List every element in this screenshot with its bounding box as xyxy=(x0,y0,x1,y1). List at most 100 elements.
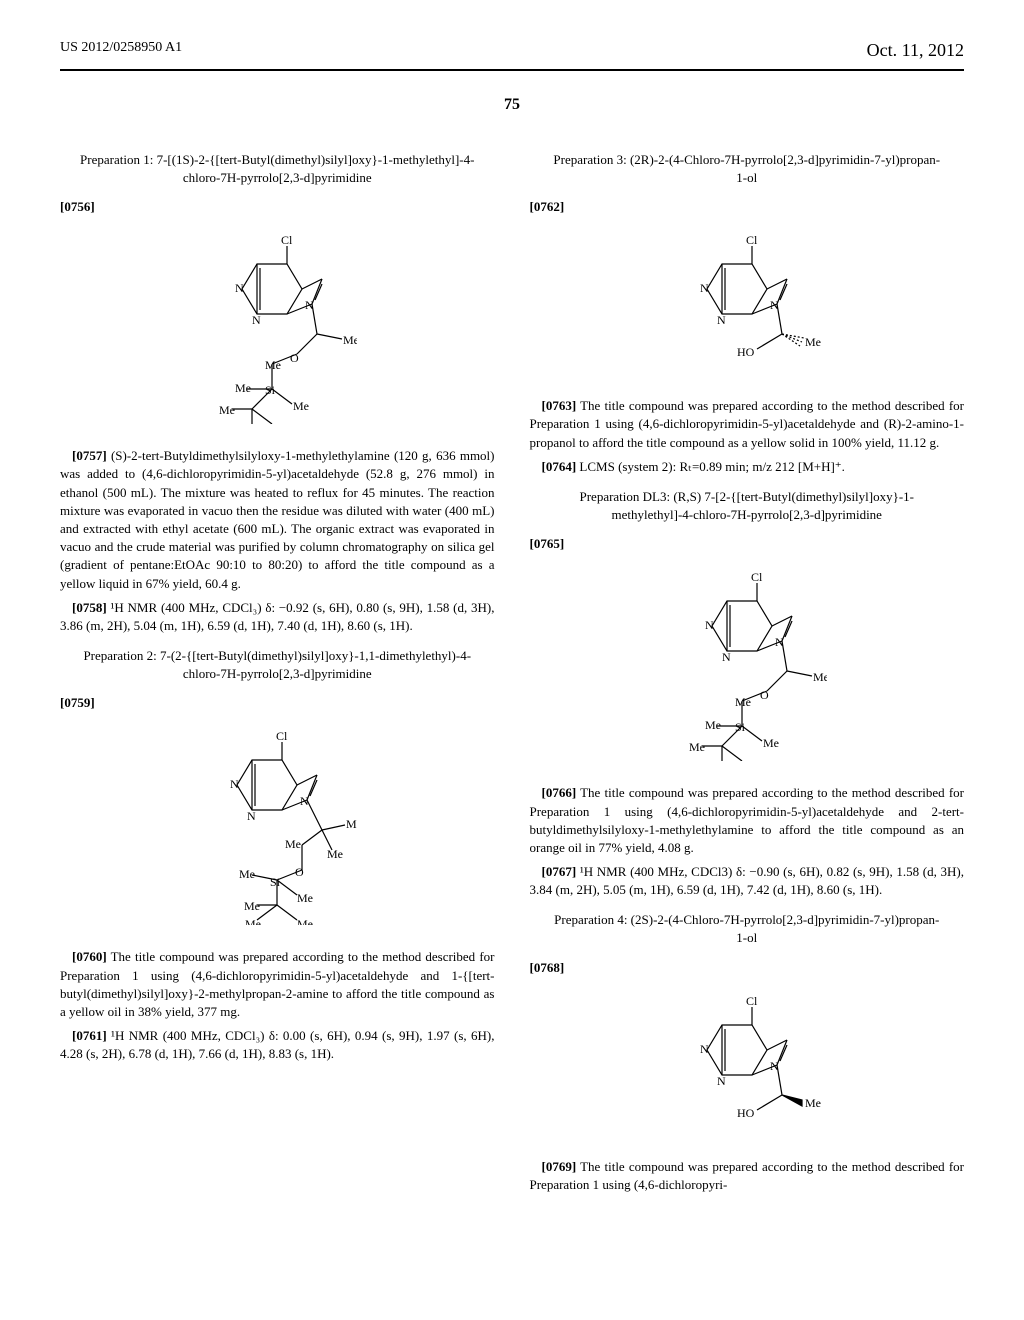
para-0757: [0757] (S)-2-tert-Butyldimethylsilyloxy-… xyxy=(60,447,495,593)
svg-text:Me: Me xyxy=(346,817,357,831)
para-text: (S)-2-tert-Butyldimethylsilyloxy-1-methy… xyxy=(60,448,495,590)
para-num: [0761] xyxy=(72,1028,107,1043)
para-text: The title compound was prepared accordin… xyxy=(530,398,965,449)
para-num: [0760] xyxy=(72,949,107,964)
svg-text:N: N xyxy=(235,281,244,295)
svg-text:N: N xyxy=(775,635,784,649)
para-num: [0762] xyxy=(530,199,565,214)
para-num: [0757] xyxy=(72,448,107,463)
svg-text:N: N xyxy=(705,618,714,632)
svg-text:Me: Me xyxy=(235,381,251,395)
para-num: [0763] xyxy=(542,398,577,413)
left-column: Preparation 1: 7-[(1S)-2-{[tert-Butyl(di… xyxy=(60,139,495,1200)
para-0764: [0764] LCMS (system 2): Rₜ=0.89 min; m/z… xyxy=(530,458,965,476)
para-num: [0766] xyxy=(542,785,577,800)
prep3-title: Preparation 3: (2R)-2-(4-Chloro-7H-pyrro… xyxy=(550,151,945,186)
svg-text:O: O xyxy=(295,865,304,879)
prep1-title: Preparation 1: 7-[(1S)-2-{[tert-Butyl(di… xyxy=(80,151,475,186)
svg-text:N: N xyxy=(305,298,314,312)
structure-prep4: Cl N N N HO Me xyxy=(530,995,965,1140)
para-0762: [0762] xyxy=(530,198,965,216)
two-column-layout: Preparation 1: 7-[(1S)-2-{[tert-Butyl(di… xyxy=(60,139,964,1200)
right-column: Preparation 3: (2R)-2-(4-Chloro-7H-pyrro… xyxy=(530,139,965,1200)
para-0761: [0761] ¹H NMR (400 MHz, CDCl₃) δ: 0.00 (… xyxy=(60,1027,495,1063)
para-0759: [0759] xyxy=(60,694,495,712)
svg-text:Me: Me xyxy=(735,695,751,709)
svg-text:Me: Me xyxy=(813,670,827,684)
svg-text:N: N xyxy=(770,1059,779,1073)
para-0760: [0760] The title compound was prepared a… xyxy=(60,948,495,1021)
svg-text:N: N xyxy=(722,650,731,664)
svg-text:N: N xyxy=(717,313,726,327)
svg-text:Cl: Cl xyxy=(751,571,763,584)
svg-text:N: N xyxy=(300,794,309,808)
svg-text:N: N xyxy=(247,809,256,823)
svg-text:Me: Me xyxy=(239,867,255,881)
svg-text:Cl: Cl xyxy=(746,995,758,1008)
para-num: [0767] xyxy=(542,864,577,879)
para-text: ¹H NMR (400 MHz, CDCl₃) δ: −0.92 (s, 6H)… xyxy=(60,600,495,633)
para-0763: [0763] The title compound was prepared a… xyxy=(530,397,965,452)
page-number: 75 xyxy=(60,96,964,114)
svg-text:Me: Me xyxy=(743,758,759,761)
svg-text:Si: Si xyxy=(735,720,746,734)
para-num: [0758] xyxy=(72,600,107,615)
para-num: [0765] xyxy=(530,536,565,551)
svg-text:N: N xyxy=(770,298,779,312)
para-0758: [0758] ¹H NMR (400 MHz, CDCl₃) δ: −0.92 … xyxy=(60,599,495,635)
para-num: [0756] xyxy=(60,199,95,214)
para-0769: [0769] The title compound was prepared a… xyxy=(530,1158,965,1194)
para-num: [0759] xyxy=(60,695,95,710)
para-0768: [0768] xyxy=(530,959,965,977)
svg-text:Cl: Cl xyxy=(276,730,288,743)
svg-text:Me: Me xyxy=(273,421,289,424)
svg-text:Me: Me xyxy=(245,421,261,424)
para-0766: [0766] The title compound was prepared a… xyxy=(530,784,965,857)
para-text: LCMS (system 2): Rₜ=0.89 min; m/z 212 [M… xyxy=(579,459,845,474)
para-text: The title compound was prepared accordin… xyxy=(530,1159,965,1192)
structure-prep3: Cl N N N HO Me xyxy=(530,234,965,379)
para-text: ¹H NMR (400 MHz, CDCl₃) δ: 0.00 (s, 6H),… xyxy=(60,1028,495,1061)
prep2-title: Preparation 2: 7-(2-{[tert-Butyl(dimethy… xyxy=(80,647,475,682)
para-num: [0769] xyxy=(542,1159,577,1174)
svg-text:N: N xyxy=(700,281,709,295)
para-0765: [0765] xyxy=(530,535,965,553)
svg-text:N: N xyxy=(252,313,261,327)
svg-text:Me: Me xyxy=(244,899,260,913)
svg-text:Me: Me xyxy=(689,740,705,754)
header-divider xyxy=(60,69,964,71)
svg-text:Me: Me xyxy=(293,399,309,413)
svg-text:Cl: Cl xyxy=(281,234,293,247)
svg-text:Me: Me xyxy=(705,718,721,732)
svg-text:Me: Me xyxy=(285,837,301,851)
svg-text:O: O xyxy=(760,688,769,702)
para-text: The title compound was prepared accordin… xyxy=(60,949,495,1019)
para-text: The title compound was prepared accordin… xyxy=(530,785,965,855)
svg-text:Me: Me xyxy=(715,758,731,761)
svg-text:Si: Si xyxy=(265,383,276,397)
para-num: [0764] xyxy=(542,459,577,474)
svg-text:N: N xyxy=(700,1042,709,1056)
svg-text:O: O xyxy=(290,351,299,365)
svg-text:Me: Me xyxy=(763,736,779,750)
svg-text:Me: Me xyxy=(245,917,261,925)
svg-text:HO: HO xyxy=(737,345,755,359)
structure-prepDL3: Cl N N N Me O Me Me Si Me Me Me Me xyxy=(530,571,965,766)
para-num: [0768] xyxy=(530,960,565,975)
svg-text:N: N xyxy=(230,777,239,791)
svg-text:Me: Me xyxy=(265,358,281,372)
header: US 2012/0258950 A1 Oct. 11, 2012 xyxy=(60,40,964,61)
svg-text:Me: Me xyxy=(297,891,313,905)
svg-text:Me: Me xyxy=(219,403,235,417)
prepDL3-title: Preparation DL3: (R,S) 7-[2-{[tert-Butyl… xyxy=(550,488,945,523)
structure-prep2: Cl N N N Me Me Me O Si Me Me Me Me Me xyxy=(60,730,495,930)
para-0767: [0767] ¹H NMR (400 MHz, CDCl3) δ: −0.90 … xyxy=(530,863,965,899)
para-0756: [0756] xyxy=(60,198,495,216)
svg-text:N: N xyxy=(717,1074,726,1088)
svg-text:Me: Me xyxy=(805,1096,821,1110)
svg-text:Me: Me xyxy=(343,333,357,347)
patent-number: US 2012/0258950 A1 xyxy=(60,40,182,61)
structure-prep1: Cl N N N Me O Me Me Si Me Me Me Me xyxy=(60,234,495,429)
svg-text:Me: Me xyxy=(327,847,343,861)
para-text: ¹H NMR (400 MHz, CDCl3) δ: −0.90 (s, 6H)… xyxy=(530,864,965,897)
